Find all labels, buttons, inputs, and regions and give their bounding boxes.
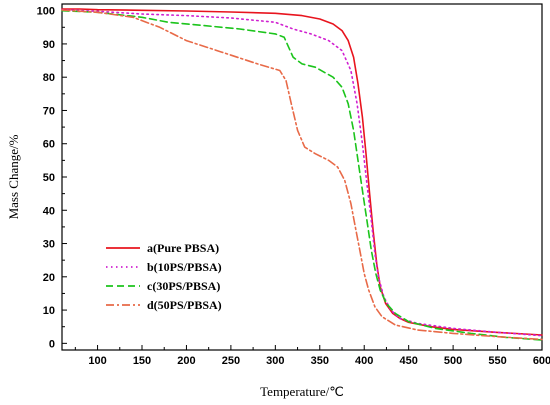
x-tick-label: 300 — [266, 355, 284, 367]
x-tick-label: 250 — [222, 355, 240, 367]
y-tick-label: 0 — [49, 338, 55, 350]
y-tick-label: 80 — [43, 72, 55, 84]
legend-label-2: b(10PS/PBSA) — [147, 260, 222, 274]
series-lines — [61, 8, 543, 341]
x-axis-title: Temperature/℃ — [260, 384, 344, 399]
x-tick-label: 350 — [311, 355, 329, 367]
series-line-3 — [61, 9, 543, 341]
y-tick-label: 20 — [43, 272, 55, 284]
y-tick-label: 100 — [37, 6, 55, 18]
legend-label-3: c(30PS/PBSA) — [147, 279, 220, 293]
axis-ticks: 100 150 200 250 300 350 400 450 500 550 600 0 10 20 30… — [37, 6, 550, 367]
y-tick-label: 60 — [43, 139, 55, 151]
y-axis-title: Mass Change/% — [6, 134, 21, 219]
x-tick-label: 550 — [488, 355, 506, 367]
x-tick-label: 500 — [444, 355, 462, 367]
x-tick-label: 100 — [88, 355, 106, 367]
series-line-1 — [61, 8, 543, 336]
x-tick-label: 200 — [177, 355, 195, 367]
y-tick-label: 40 — [43, 205, 55, 217]
legend-label-4: d(50PS/PBSA) — [147, 298, 222, 312]
series-line-2 — [61, 8, 543, 337]
y-tick-label: 50 — [43, 172, 55, 184]
y-tick-label: 10 — [43, 305, 55, 317]
y-tick-label: 70 — [43, 105, 55, 117]
plot-frame — [61, 3, 543, 351]
series-line-4 — [61, 9, 543, 341]
x-tick-label: 150 — [133, 355, 151, 367]
y-tick-label: 30 — [43, 239, 55, 251]
x-tick-label: 600 — [533, 355, 550, 367]
x-tick-label: 400 — [355, 355, 373, 367]
legend-label-1: a(Pure PBSA) — [147, 241, 219, 255]
x-tick-label: 450 — [399, 355, 417, 367]
legend: a(Pure PBSA) b(10PS/PBSA) c(30PS/PBSA) d(50… — [106, 241, 222, 312]
y-tick-label: 90 — [43, 39, 55, 51]
